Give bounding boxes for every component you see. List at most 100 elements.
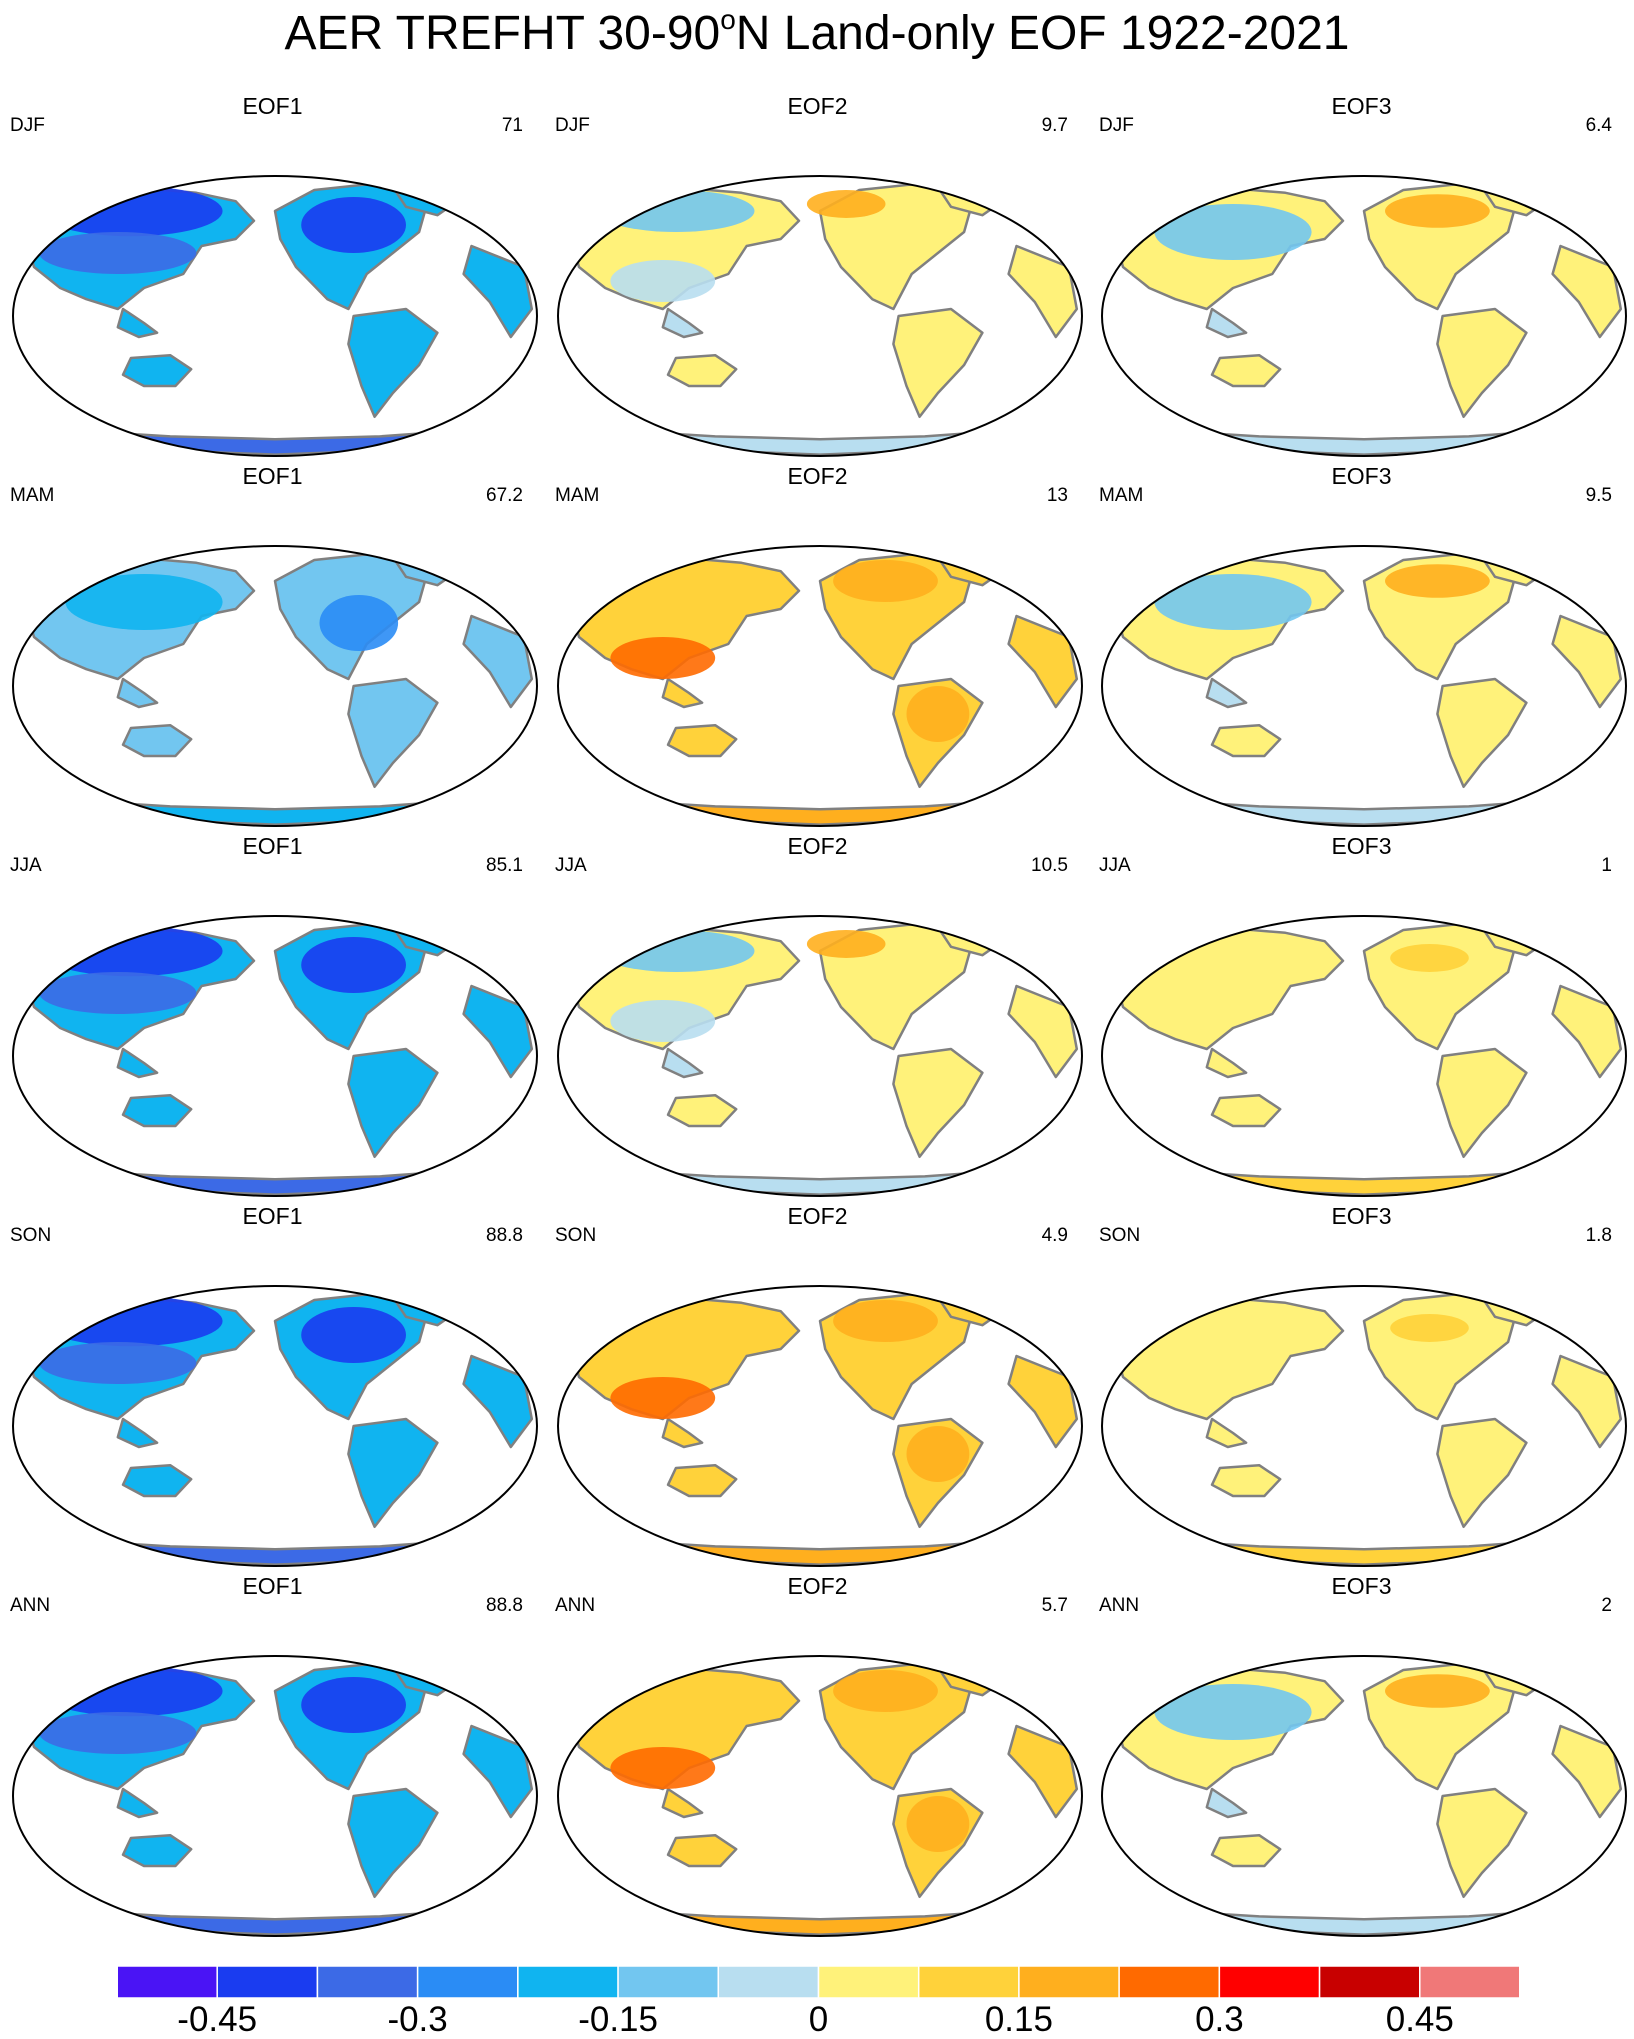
eof-map-panel: EOF3 JJA 1 (1089, 833, 1634, 1205)
panel-title: EOF3 (1331, 833, 1392, 859)
colorbar-tick-label: -0.15 (578, 2000, 658, 2039)
panel-season-label: DJF (1099, 115, 1134, 136)
map-border (12, 915, 538, 1197)
colorbar-swatch (1018, 1965, 1120, 1999)
panel-season-label: SON (1099, 1225, 1141, 1246)
map-border (12, 175, 538, 457)
panel-title: EOF1 (242, 93, 303, 119)
panel-variance-label: 9.5 (1585, 485, 1612, 506)
map-border (557, 545, 1083, 827)
land-samerica (347, 1047, 439, 1159)
land-australia (666, 1463, 738, 1498)
panel-variance-label: 67.2 (486, 485, 523, 506)
eof-map-panel: EOF3 DJF 6.4 (1089, 93, 1634, 465)
land-seasia (1205, 1047, 1248, 1079)
colorbar-swatch (216, 1965, 319, 1999)
land-australia (121, 723, 193, 758)
land-australia (666, 353, 738, 388)
panel-title: EOF1 (242, 463, 303, 489)
world-map (557, 545, 1083, 827)
colorbar-swatch (917, 1965, 1020, 1999)
panel-variance-label: 5.7 (1041, 1595, 1068, 1616)
panel-title: EOF1 (242, 833, 303, 859)
panel-variance-label: 2 (1601, 1595, 1612, 1616)
colorbar-swatch (316, 1965, 419, 1999)
world-map (1101, 915, 1627, 1197)
eof-map-panel: EOF1 JJA 85.1 (0, 833, 545, 1205)
eof-map-panel: EOF2 SON 4.9 (545, 1203, 1090, 1575)
land-seasia (1205, 307, 1248, 339)
colorbar-swatch (117, 1965, 218, 1999)
land-samerica (1436, 1787, 1528, 1899)
land-australia (121, 353, 193, 388)
panel-variance-label: 71 (501, 115, 523, 136)
land-samerica (1436, 1047, 1528, 1159)
land-australia (121, 1463, 193, 1498)
world-map (12, 1285, 538, 1567)
title-prefix: AER TREFHT 30-90 (284, 7, 721, 60)
eof-map-panel: EOF2 JJA 10.5 (545, 833, 1090, 1205)
panel-title: EOF3 (1331, 463, 1392, 489)
land-samerica (1436, 677, 1528, 789)
land-australia (1210, 1463, 1282, 1498)
panel-variance-label: 1 (1601, 855, 1612, 876)
land-australia (121, 1833, 193, 1868)
world-map (12, 1655, 538, 1937)
colorbar-swatch (517, 1965, 619, 1999)
panel-season-label: ANN (1099, 1595, 1140, 1616)
eof-map-panel: EOF1 DJF 71 (0, 93, 545, 465)
anomaly-region (301, 937, 406, 993)
anomaly-region (1385, 564, 1490, 598)
panel-title: EOF2 (787, 1203, 848, 1229)
degree-sup: o (720, 4, 736, 35)
land-samerica (892, 307, 984, 419)
land-seasia (1205, 1787, 1248, 1819)
map-border (557, 1655, 1083, 1937)
anomaly-region (1385, 194, 1490, 228)
anomaly-region (39, 1295, 223, 1347)
anomaly-region (39, 1665, 223, 1717)
world-map (1101, 1285, 1627, 1567)
eof-map-panel: EOF1 SON 88.8 (0, 1203, 545, 1575)
map-border (1101, 175, 1627, 457)
panel-title: EOF2 (787, 93, 848, 119)
land-seasia (116, 677, 159, 709)
panel-variance-label: 6.4 (1585, 115, 1612, 136)
land-australia (666, 1093, 738, 1128)
panel-season-label: SON (10, 1225, 52, 1246)
panel-title: EOF1 (242, 1203, 303, 1229)
panel-season-label: MAM (555, 485, 600, 506)
land-seasia (116, 1787, 159, 1819)
anomaly-region (39, 185, 223, 237)
world-map (12, 545, 538, 827)
world-map (557, 915, 1083, 1197)
panel-title: EOF2 (787, 1573, 848, 1599)
colorbar (117, 1965, 1520, 1999)
land-australia (1210, 1833, 1282, 1868)
panel-season-label: DJF (10, 115, 45, 136)
colorbar-frame (117, 1965, 1520, 1999)
colorbar-tick-label: -0.45 (177, 2000, 258, 2039)
eof-map-panel: EOF2 DJF 9.7 (545, 93, 1090, 465)
land-seasia (661, 1417, 704, 1449)
panel-season-label: JJA (1099, 855, 1131, 876)
anomaly-region (39, 1712, 197, 1754)
world-map (1101, 1655, 1627, 1937)
panel-variance-label: 88.8 (486, 1225, 523, 1246)
anomaly-region (39, 972, 197, 1014)
colorbar-swatch (1218, 1965, 1321, 1999)
map-border (1101, 1655, 1627, 1937)
panel-title: EOF1 (242, 1573, 303, 1599)
panel-title: EOF3 (1331, 1203, 1392, 1229)
world-map (12, 915, 538, 1197)
colorbar-tick-label: 0.45 (1385, 2000, 1454, 2039)
eof-map-panel: EOF2 ANN 5.7 (545, 1573, 1090, 1945)
panel-variance-label: 13 (1046, 485, 1068, 506)
anomaly-region (806, 930, 886, 958)
eof-map-panel: EOF1 ANN 88.8 (0, 1573, 545, 1945)
world-map (1101, 175, 1627, 457)
land-seasia (116, 1047, 159, 1079)
anomaly-region (610, 1377, 716, 1419)
world-map (557, 1655, 1083, 1937)
anomaly-region (319, 595, 399, 651)
